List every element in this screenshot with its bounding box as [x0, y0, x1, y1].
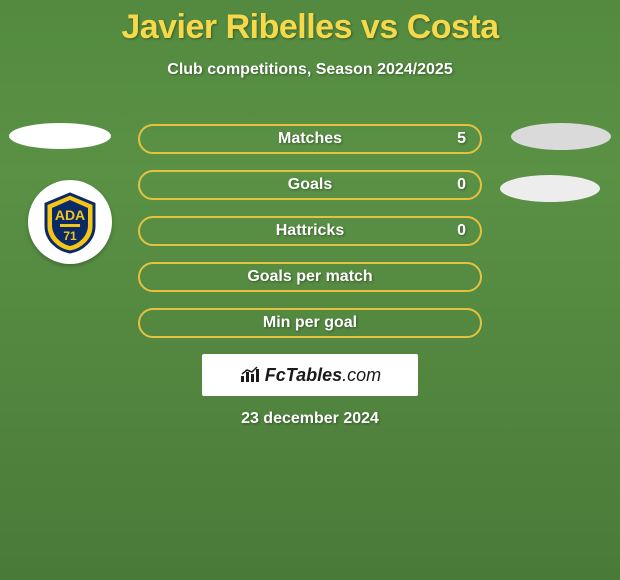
stat-label: Hattricks [276, 222, 344, 240]
stat-label: Goals [288, 176, 332, 194]
stat-value: 0 [457, 176, 466, 194]
club-badge-year: 71 [63, 229, 77, 243]
source-name: FcTables.com [265, 365, 381, 386]
stat-value: 5 [457, 130, 466, 148]
source-logo: FcTables.com [202, 354, 418, 396]
stat-label: Goals per match [247, 268, 372, 286]
stat-row-min-per-goal: Min per goal [138, 308, 482, 338]
page-title: Javier Ribelles vs Costa [0, 0, 620, 47]
stat-label: Min per goal [263, 314, 357, 332]
club-badge-left: ADA 71 [28, 180, 112, 264]
stat-row-goals-per-match: Goals per match [138, 262, 482, 292]
stat-row-goals: Goals 0 [138, 170, 482, 200]
stat-label: Matches [278, 130, 342, 148]
stat-bars: Matches 5 Goals 0 Hattricks 0 Goals per … [138, 124, 482, 354]
player-right-placeholder [511, 123, 611, 150]
club-badge: ADA 71 [28, 180, 112, 264]
club-right-placeholder [500, 175, 600, 202]
stat-row-hattricks: Hattricks 0 [138, 216, 482, 246]
player-left-placeholder [9, 123, 111, 149]
subtitle: Club competitions, Season 2024/2025 [0, 61, 620, 79]
source-name-light: .com [342, 365, 381, 385]
stat-value: 0 [457, 222, 466, 240]
stat-row-matches: Matches 5 [138, 124, 482, 154]
club-crest-icon: ADA 71 [38, 190, 102, 254]
source-name-bold: FcTables [265, 365, 342, 385]
date-label: 23 december 2024 [0, 410, 620, 428]
comparison-card: Javier Ribelles vs Costa Club competitio… [0, 0, 620, 580]
chart-icon [239, 366, 261, 384]
club-badge-text: ADA [55, 207, 85, 223]
